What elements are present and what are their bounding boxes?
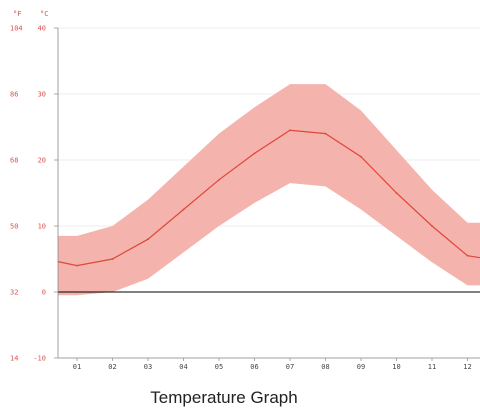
- x-tick-label: 01: [73, 363, 81, 371]
- mean-point: [324, 132, 327, 135]
- celsius-tick-label: 20: [38, 157, 46, 165]
- mean-point: [360, 155, 362, 158]
- temperature-chart: °F °C 40 104 30 86 20 68 10 50 0 32 -10 14 01 02 03 04…: [10, 10, 480, 371]
- x-tick-label: 09: [357, 363, 365, 371]
- x-tick-label: 03: [144, 363, 152, 371]
- temperature-range-band: [58, 84, 480, 296]
- x-tick-label: 10: [392, 363, 400, 371]
- fahrenheit-tick-label: 14: [10, 355, 18, 363]
- celsius-tick-label: 30: [38, 91, 46, 99]
- fahrenheit-tick-label: 32: [10, 289, 18, 297]
- y-tick-labels: 40 104 30 86 20 68 10 50 0 32 -10 14: [10, 25, 46, 363]
- x-tick-label: 04: [179, 363, 187, 371]
- mean-point: [111, 258, 114, 260]
- mean-point: [218, 178, 220, 181]
- celsius-tick-label: 40: [38, 25, 46, 33]
- celsius-tick-label: -10: [33, 355, 46, 363]
- celsius-tick-label: 0: [42, 289, 46, 297]
- chart-caption: Temperature Graph: [150, 388, 298, 407]
- x-tick-label: 02: [108, 363, 116, 371]
- x-tick-labels: 01 02 03 04 05 06 07 08 09 10 11 12: [73, 358, 472, 371]
- mean-point: [289, 129, 291, 132]
- mean-point: [253, 152, 256, 155]
- celsius-unit-label: °C: [40, 10, 48, 18]
- mean-point: [395, 192, 398, 194]
- fahrenheit-tick-label: 68: [10, 157, 18, 165]
- fahrenheit-unit-label: °F: [13, 10, 21, 18]
- mean-temperature-line: [57, 129, 480, 267]
- fahrenheit-tick-label: 50: [10, 223, 18, 231]
- fahrenheit-tick-label: 86: [10, 91, 18, 99]
- x-tick-label: 05: [215, 363, 223, 371]
- x-tick-label: 12: [463, 363, 471, 371]
- x-tick-label: 08: [321, 363, 329, 371]
- x-tick-label: 07: [286, 363, 294, 371]
- mean-point: [431, 225, 433, 227]
- x-tick-label: 06: [250, 363, 258, 371]
- x-tick-label: 11: [428, 363, 436, 371]
- fahrenheit-tick-label: 104: [10, 25, 23, 33]
- mean-point: [466, 254, 469, 257]
- celsius-tick-label: 10: [38, 223, 46, 231]
- mean-point: [147, 238, 149, 241]
- mean-point: [76, 264, 78, 267]
- mean-point: [182, 208, 185, 211]
